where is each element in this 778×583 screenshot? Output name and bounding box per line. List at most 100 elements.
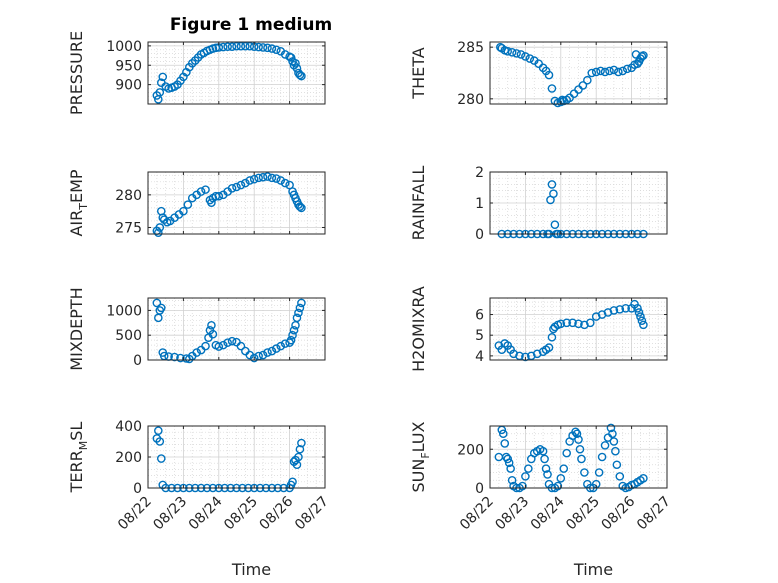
y-tick-label: 280 xyxy=(115,188,142,204)
data-point xyxy=(232,182,241,192)
data-point xyxy=(578,81,588,90)
x-axis-label: Time xyxy=(573,560,613,579)
data-point xyxy=(152,298,162,308)
subplot-mixdepth: 0 500 1000 MIXDEPTH xyxy=(67,287,326,371)
data-point xyxy=(553,481,563,491)
data-point xyxy=(291,59,300,68)
data-point xyxy=(544,70,554,80)
data-point xyxy=(155,223,165,232)
data-point xyxy=(218,340,228,350)
data-point xyxy=(227,336,237,346)
data-point xyxy=(547,180,557,189)
data-point xyxy=(192,348,201,357)
data-point xyxy=(288,477,297,487)
y-tick-label: 900 xyxy=(115,78,142,94)
axes-box xyxy=(489,297,668,361)
data-point xyxy=(245,176,255,185)
data-point xyxy=(267,44,277,53)
data-point xyxy=(559,464,569,473)
data-point xyxy=(156,454,166,463)
data-point xyxy=(634,308,644,317)
data-point xyxy=(600,441,610,450)
y-tick-label: 285 xyxy=(457,40,484,56)
y-axis-label: THETA xyxy=(409,47,428,99)
y-axis-label: MIXDEPTH xyxy=(67,287,86,370)
data-point xyxy=(609,437,619,446)
y-tick-label: 1 xyxy=(475,196,484,212)
data-point xyxy=(276,341,286,351)
data-point xyxy=(636,312,645,321)
subplot-pressure: 900 950 1000 PRESSURE xyxy=(67,31,326,115)
data-point xyxy=(258,172,268,182)
data-point xyxy=(218,42,228,52)
y-axis-label: TERRMSL xyxy=(67,422,90,494)
data-point xyxy=(614,67,623,77)
data-point xyxy=(524,464,533,473)
y-axis-label: PRESSURE xyxy=(67,31,86,115)
data-point xyxy=(254,42,263,52)
data-point xyxy=(606,423,616,433)
data-point xyxy=(507,475,517,485)
data-point xyxy=(500,439,510,448)
data-point xyxy=(223,338,232,347)
data-point xyxy=(622,64,632,74)
data-point xyxy=(280,178,290,188)
data-point xyxy=(286,53,296,62)
data-point xyxy=(201,341,210,351)
data-point xyxy=(297,438,306,448)
y-tick-label: 2 xyxy=(475,165,484,181)
data-point xyxy=(154,426,163,435)
data-point xyxy=(633,304,642,313)
data-point xyxy=(596,66,605,76)
y-axis-label: H2OMIXRA xyxy=(409,286,428,372)
data-point xyxy=(249,353,259,363)
y-tick-label: 200 xyxy=(457,442,484,458)
data-point xyxy=(574,319,583,329)
data-point xyxy=(292,313,302,323)
data-point xyxy=(295,202,305,211)
y-axis-label: RAINFALL xyxy=(409,166,428,241)
data-point xyxy=(286,335,296,345)
data-point xyxy=(292,460,302,470)
data-point xyxy=(594,468,604,477)
data-point xyxy=(521,472,530,481)
y-tick-label: 0 xyxy=(475,481,484,497)
data-point xyxy=(575,444,585,454)
y-tick-label: 500 xyxy=(115,328,142,344)
data-point xyxy=(503,454,513,464)
axes-box xyxy=(147,41,326,105)
data-point xyxy=(549,189,558,198)
data-point xyxy=(612,460,622,470)
data-point xyxy=(586,318,595,328)
y-axis-label: SUNFLUX xyxy=(409,421,432,492)
data-point xyxy=(538,446,548,456)
data-point xyxy=(267,173,277,183)
subplot-rainfall: 0 1 2 RAINFALL xyxy=(409,165,668,243)
data-point xyxy=(208,329,218,339)
axes-box xyxy=(489,41,668,105)
axes-box xyxy=(147,297,326,361)
data-point xyxy=(258,350,268,360)
data-point xyxy=(245,41,255,51)
data-point xyxy=(615,472,625,481)
data-point xyxy=(540,454,549,464)
subplot-air-temp: 275 280 AIRTEMP xyxy=(67,169,326,237)
data-point xyxy=(571,427,580,437)
subplot-theta: 280 285 THETA xyxy=(409,40,668,108)
subplot-h2omixra: 4 5 6 H2OMIXRA xyxy=(409,286,668,372)
data-point xyxy=(236,41,246,51)
data-point xyxy=(639,51,648,60)
data-point xyxy=(572,429,582,439)
y-tick-label: 275 xyxy=(115,220,142,236)
data-point xyxy=(295,444,305,454)
data-point xyxy=(615,305,625,314)
data-point xyxy=(556,474,566,483)
data-point xyxy=(543,470,552,479)
data-point xyxy=(288,330,297,340)
data-point xyxy=(562,318,572,328)
data-point xyxy=(562,448,572,458)
data-point xyxy=(611,446,620,456)
data-point xyxy=(207,198,216,207)
data-point xyxy=(295,303,305,313)
